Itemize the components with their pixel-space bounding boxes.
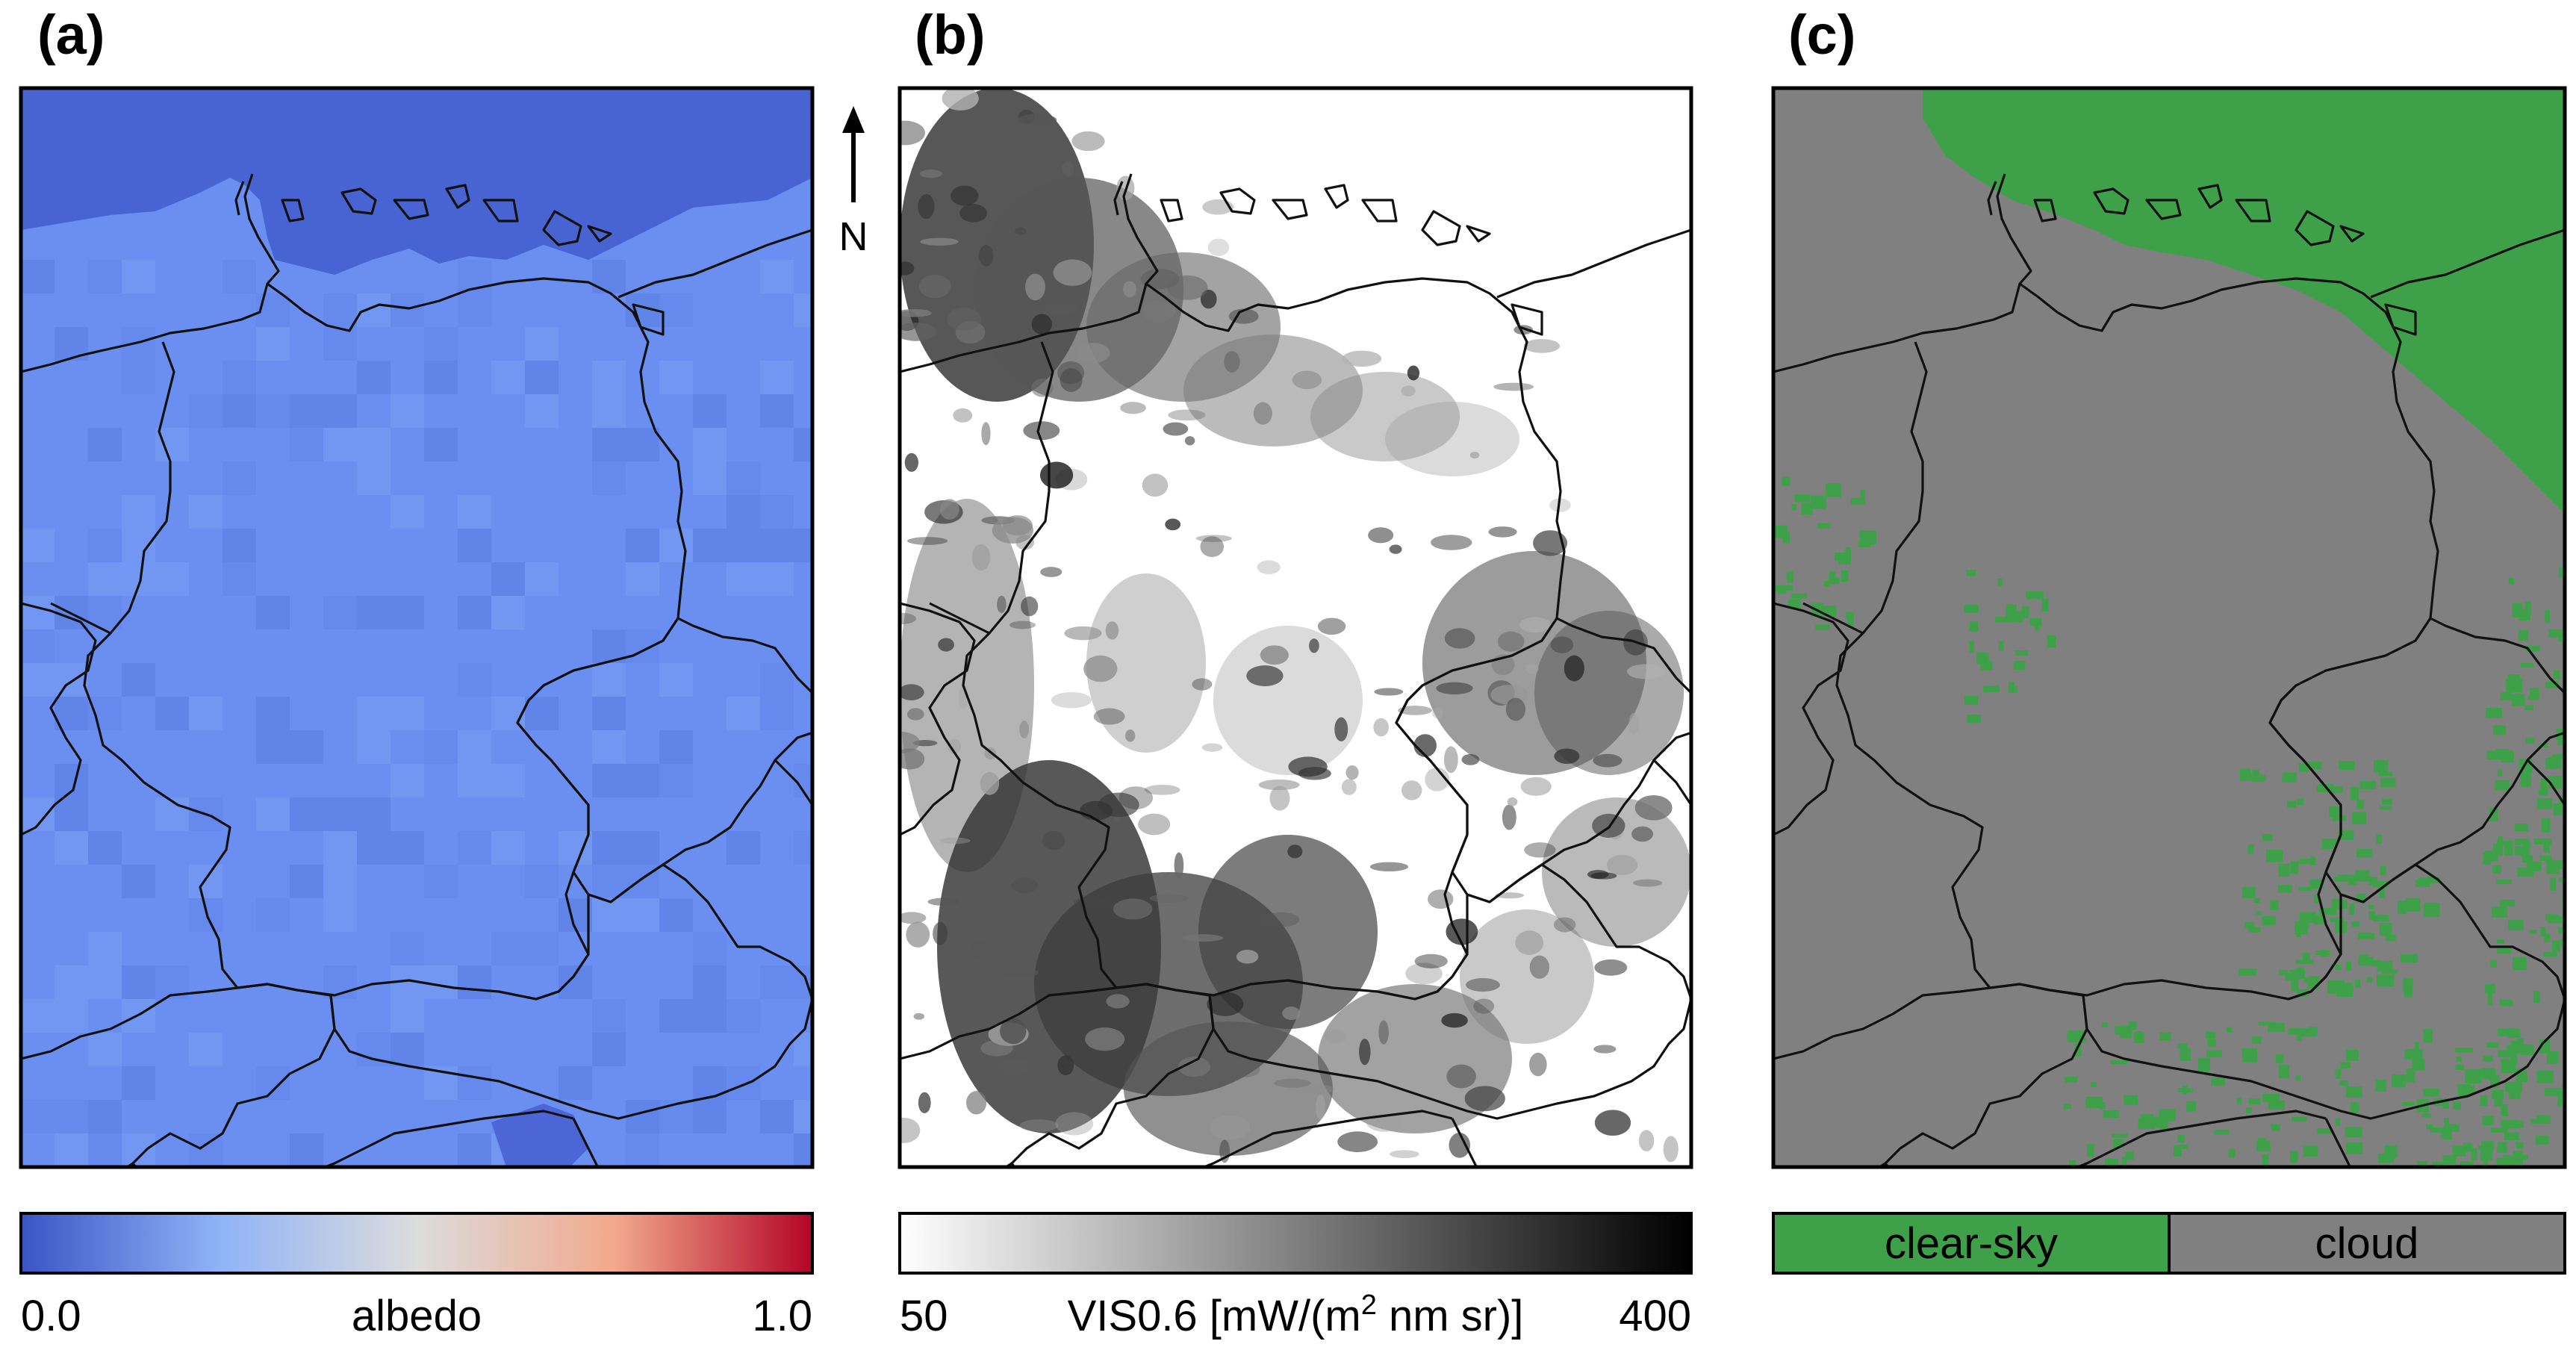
vis-colorbar [898,1212,1693,1275]
panel-a-frame [19,86,815,1169]
albedo-ocean [21,88,812,275]
albedo-sea-south [491,1104,588,1167]
vis-max-label: 400 [1619,1292,1691,1340]
panel-b-label: (b) [915,4,986,66]
legend-c: clear-sky cloud [1772,1212,2566,1275]
north-label: N [839,214,868,259]
panel-b-frame [897,86,1693,1169]
panel-c-map [1771,86,2567,1169]
panel-c-label: (c) [1788,4,1855,66]
albedo-colorbar [19,1212,814,1275]
vis-label: VIS0.6 [mW/(m2 nm sr)] [1068,1290,1524,1340]
clear-sky-northeast [1923,88,2565,514]
north-arrow-icon [842,106,865,133]
colorbar-b: 50 VIS0.6 [mW/(m2 nm sr)] 400 [898,1212,1693,1340]
albedo-label: albedo [352,1292,482,1340]
albedo-min-label: 0.0 [21,1292,81,1340]
albedo-max-label: 1.0 [752,1292,812,1340]
legend-clear-sky-label: clear-sky [1885,1219,2058,1268]
panel-c-frame [1771,86,2567,1169]
north-arrow: N [839,106,868,259]
legend-cloud-label: cloud [2315,1219,2419,1268]
vis-cloud-field [900,88,1691,1163]
panel-a-map [19,86,815,1169]
legend-cloud-swatch [2168,1212,2566,1275]
panel-b-map [897,86,1693,1169]
colorbar-a: 0.0 albedo 1.0 [19,1212,814,1340]
panel-a-label: (a) [37,4,105,66]
vis-min-label: 50 [900,1292,948,1340]
